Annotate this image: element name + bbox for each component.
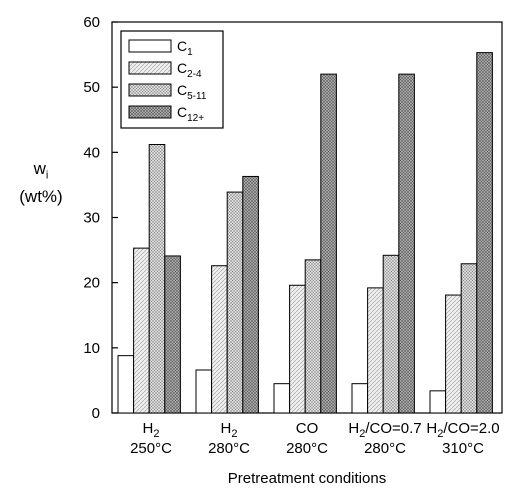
bar-C12+-1 [164, 255, 181, 414]
y-axis-unit: (wt%) [19, 187, 63, 207]
bar-C2-4-4 [367, 287, 384, 414]
y-tick-label: 60 [83, 14, 100, 31]
bar-C5-11-3 [304, 259, 322, 414]
y-tick-label: 50 [83, 79, 100, 96]
bar-C5-11-1 [148, 144, 166, 414]
bar-C2-4-5 [445, 294, 462, 414]
legend-label: C12+ [177, 104, 204, 124]
x-tick-label-line2: 250°C [130, 440, 172, 457]
bar-C1-4 [351, 383, 369, 414]
x-tick-label-line2: 280°C [208, 440, 250, 457]
bars [117, 52, 493, 414]
bar-C5-11-2 [226, 191, 244, 414]
x-tick-label-line2: 310°C [442, 440, 484, 457]
x-axis-label: Pretreatment conditions [227, 470, 387, 487]
bar-C1-5 [429, 390, 447, 414]
y-axis-label: wi (wt%) [2, 158, 80, 208]
bar-C12+-2 [242, 175, 259, 414]
bar-C2-4-2 [211, 265, 228, 414]
y-tick-label: 40 [83, 144, 100, 161]
x-tick-label-line1: H2 [143, 420, 160, 440]
x-tick-label-line1: CO [296, 420, 319, 437]
x-tick-label-line2: 280°C [364, 440, 406, 457]
bar-C1-1 [117, 355, 135, 414]
bar-C2-4-1 [133, 247, 150, 414]
y-tick-label: 10 [83, 340, 100, 357]
legend-label: C1 [177, 38, 193, 58]
legend-label: C5-11 [177, 82, 207, 102]
y-tick-label: 20 [83, 275, 100, 292]
x-tick-label-line1: H2 [221, 420, 238, 440]
bar-C2-4-3 [289, 284, 306, 414]
legend-swatch [128, 39, 172, 53]
bar-C12+-5 [476, 52, 493, 414]
x-tick-label-line2: 280°C [286, 440, 328, 457]
bar-C5-11-4 [382, 254, 400, 414]
bar-C5-11-5 [460, 263, 478, 414]
y-axis-variable: wi [33, 159, 49, 182]
bar-C12+-3 [320, 73, 337, 414]
y-tick-label: 0 [92, 405, 100, 422]
legend-swatch [128, 83, 172, 97]
bar-C1-2 [195, 369, 213, 414]
y-tick-label: 30 [83, 210, 100, 227]
legend-label: C2-4 [177, 60, 202, 80]
legend-swatch [128, 105, 172, 119]
legend-swatch [128, 61, 172, 75]
bar-C1-3 [273, 383, 291, 414]
x-tick-label-line1: H2/CO=2.0 [426, 420, 499, 440]
x-tick-label-line1: H2/CO=0.7 [348, 420, 421, 440]
bar-C12+-4 [398, 73, 415, 414]
